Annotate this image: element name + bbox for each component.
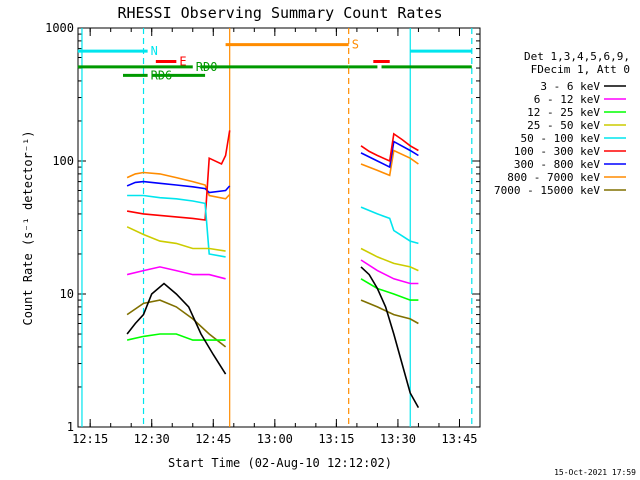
legend-entry-label: 800 - 7000 keV <box>507 171 600 184</box>
series-line <box>360 132 419 163</box>
y-tick-label: 1 <box>67 420 74 434</box>
legend-entry-label: 3 - 6 keV <box>540 80 600 93</box>
series-line <box>360 140 419 169</box>
legend-entry-label: 25 - 50 keV <box>527 119 600 132</box>
series-line <box>360 278 419 301</box>
series-line <box>360 206 419 245</box>
y-tick-label: 100 <box>52 154 74 168</box>
legend-header: Det 1,3,4,5,6,9, <box>524 50 630 63</box>
x-tick-label: 13:15 <box>318 432 354 446</box>
x-tick-label: 12:45 <box>195 432 231 446</box>
legend-entry-label: 12 - 25 keV <box>527 106 600 119</box>
flag-label: E <box>179 54 186 68</box>
series-line <box>360 259 419 285</box>
x-tick-label: 13:00 <box>257 432 293 446</box>
y-tick-label: 10 <box>60 287 74 301</box>
x-tick-label: 13:45 <box>441 432 477 446</box>
y-tick-label: 1000 <box>45 21 74 35</box>
legend-entry-label: 100 - 300 keV <box>514 145 600 158</box>
series-line <box>126 299 227 348</box>
legend: Det 1,3,4,5,6,9,FDecim 1, Att 0 3 - 6 keV… <box>494 50 630 197</box>
y-axis-label: Count Rate (s⁻¹ detector⁻¹) <box>21 130 35 325</box>
series-line <box>360 266 420 408</box>
legend-entry-label: 7000 - 15000 keV <box>494 184 600 197</box>
x-tick-label: 13:30 <box>380 432 416 446</box>
series-line <box>126 130 231 221</box>
legend-entry-label: 300 - 800 keV <box>514 158 600 171</box>
legend-entry-label: 6 - 12 keV <box>534 93 601 106</box>
flag-label: N <box>151 44 158 58</box>
series-line <box>126 266 226 280</box>
plot-area: 1 10 100 1000 12:15 12:30 12:45 13:00 13:15 13:30… <box>45 21 481 446</box>
legend-header: FDecim 1, Att 0 <box>531 63 630 76</box>
flag-label: S <box>352 38 359 52</box>
series-line <box>360 299 419 325</box>
series-line <box>126 226 226 252</box>
chart-title: RHESSI Observing Summary Count Rates <box>117 4 442 22</box>
x-tick-label: 12:30 <box>134 432 170 446</box>
footer-stamp: 15-Oct-2021 17:59 <box>554 468 636 477</box>
series-line <box>360 247 419 272</box>
series-line <box>126 282 227 375</box>
series-line <box>127 194 226 258</box>
x-axis-label: Start Time (02-Aug-10 12:12:02) <box>168 456 392 470</box>
legend-entry-label: 50 - 100 keV <box>521 132 601 145</box>
series-line <box>126 333 226 341</box>
flag-label: RD0 <box>196 60 218 74</box>
x-tick-label: 12:15 <box>72 432 108 446</box>
plot-frame <box>77 27 481 428</box>
flag-label: RD6 <box>151 68 173 82</box>
series-line <box>126 171 231 200</box>
series-line <box>360 149 419 177</box>
series-line <box>126 180 231 194</box>
